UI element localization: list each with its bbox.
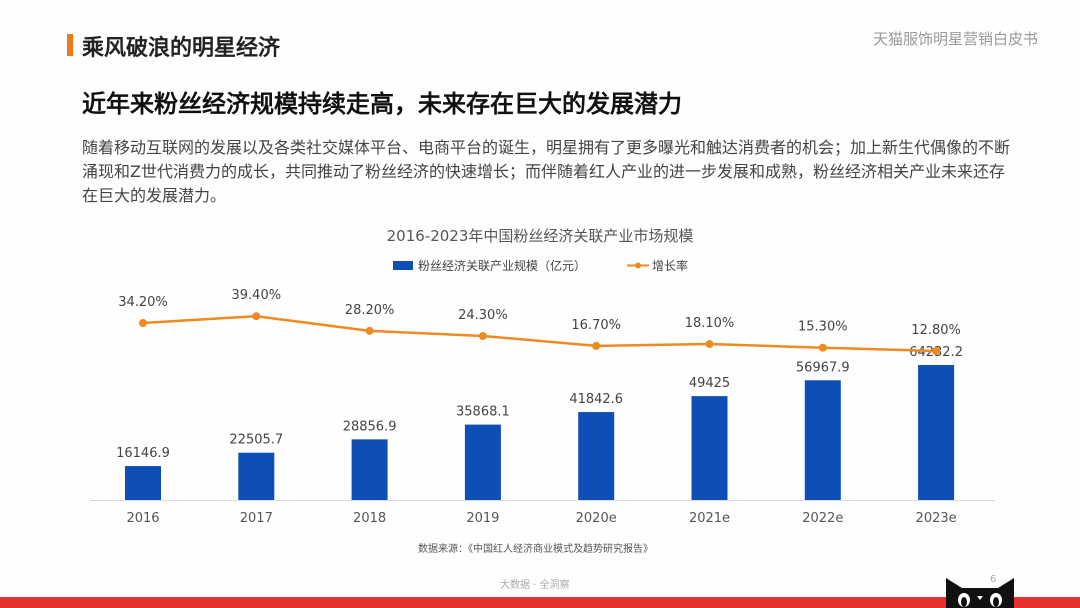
legend-line-marker — [635, 262, 641, 269]
x-tick-label: 2018 — [353, 511, 386, 526]
legend-line-label: 增长率 — [652, 258, 688, 273]
growth-point — [592, 341, 601, 350]
growth-data-label: 12.80% — [911, 323, 961, 338]
growth-point — [478, 331, 487, 340]
growth-data-label: 15.30% — [798, 320, 848, 335]
bar-data-label: 56967.9 — [796, 360, 850, 375]
bar — [351, 439, 388, 500]
growth-data-label: 34.20% — [118, 295, 168, 310]
bar-data-label: 22505.7 — [229, 433, 283, 448]
section-title: 乘风破浪的明星经济 — [82, 36, 281, 61]
x-tick-label: 2016 — [126, 511, 159, 526]
growth-line — [142, 314, 937, 353]
legend-bar-swatch — [393, 261, 413, 270]
bar-data-label: 16146.9 — [116, 446, 170, 461]
growth-data-label: 16.70% — [571, 318, 621, 333]
bar — [691, 396, 728, 500]
growth-data-label: 18.10% — [685, 316, 735, 331]
growth-data-label: 39.40% — [232, 288, 282, 303]
growth-point — [932, 346, 941, 355]
bar — [238, 452, 275, 500]
bar-data-label: 28856.9 — [343, 419, 397, 434]
x-tick-label: 2017 — [240, 511, 273, 526]
document-title: 天猫服饰明星营销白皮书 — [872, 30, 1038, 48]
growth-point — [252, 312, 261, 321]
tmall-cat-logo-icon — [946, 578, 1014, 608]
headline: 近年来粉丝经济规模持续走高，未来存在巨大的发展潜力 — [82, 90, 682, 118]
x-tick-label: 2023e — [916, 511, 957, 526]
chart-title: 2016-2023年中国粉丝经济关联产业市场规模 — [387, 227, 694, 245]
body-paragraph: 随着移动互联网的发展以及各类社交媒体平台、电商平台的诞生，明星拥有了更多曝光和触… — [82, 138, 1011, 205]
x-tick-label: 2022e — [802, 511, 843, 526]
growth-point — [139, 319, 147, 327]
footer-band — [0, 597, 1080, 608]
x-tick-label: 2020e — [576, 511, 617, 526]
footer-text: 大数据 · 全洞察 — [500, 580, 570, 591]
growth-data-label: 28.20% — [345, 303, 395, 318]
page-number: 6 — [990, 574, 997, 585]
growth-point — [705, 340, 714, 349]
bar-data-label: 41842.6 — [569, 392, 623, 407]
bar-data-label: 35868.1 — [456, 405, 510, 420]
bar — [464, 424, 501, 500]
bar — [578, 412, 615, 500]
legend-bar-label: 粉丝经济关联产业规模（亿元） — [418, 258, 586, 273]
data-source: 数据来源：《中国红人经济商业模式及趋势研究报告》 — [418, 544, 653, 555]
growth-data-label: 24.30% — [458, 308, 508, 323]
x-tick-label: 2021e — [689, 511, 730, 526]
bar-data-label: 49425 — [689, 376, 730, 391]
title-accent-bar — [67, 34, 73, 56]
x-tick-label: 2019 — [466, 511, 499, 526]
growth-point — [365, 326, 374, 335]
bar — [804, 380, 841, 500]
bar — [125, 466, 161, 500]
growth-point — [818, 343, 827, 352]
bar — [918, 365, 955, 500]
